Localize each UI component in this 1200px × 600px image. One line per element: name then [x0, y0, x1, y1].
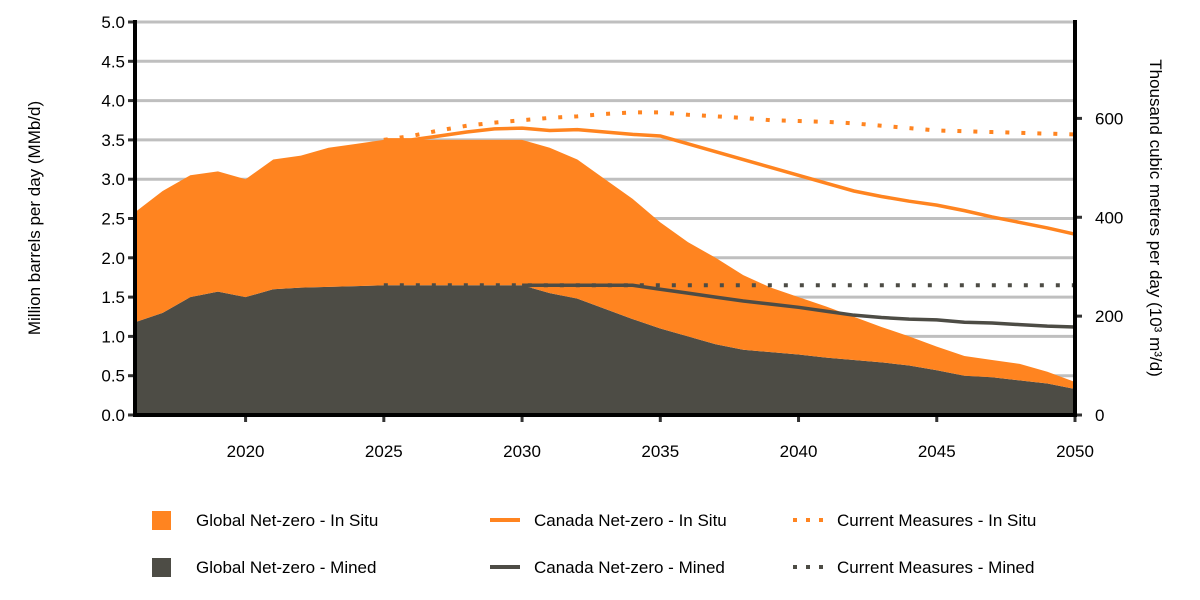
y-tick-label: 2.5 [101, 210, 125, 229]
y-tick-label: 3.0 [101, 170, 125, 189]
y-tick-label: 4.0 [101, 92, 125, 111]
y-tick-label: 3.5 [101, 131, 125, 150]
x-tick-label: 2025 [365, 442, 403, 461]
areas [135, 139, 1075, 415]
legend-label: Current Measures - In Situ [837, 511, 1036, 530]
y-right-tick-label: 200 [1095, 307, 1123, 326]
lines [383, 110, 1076, 329]
x-tick-label: 2020 [227, 442, 265, 461]
legend-label: Global Net-zero - In Situ [196, 511, 378, 530]
x-tick-label: 2045 [918, 442, 956, 461]
y-tick-label: 4.5 [101, 52, 125, 71]
x-tick-label: 2040 [780, 442, 818, 461]
x-tick-label: 2035 [641, 442, 679, 461]
line-current-measures-in-situ [383, 110, 1076, 142]
legend: Global Net-zero - In Situ Canada Net-zero… [152, 511, 1036, 577]
legend-swatch [152, 511, 171, 530]
legend-label: Canada Net-zero - In Situ [534, 511, 727, 530]
y-right-tick-label: 0 [1095, 406, 1104, 425]
legend-swatch [152, 558, 171, 577]
y-tick-label: 1.0 [101, 327, 125, 346]
y-right-tick-label: 400 [1095, 208, 1123, 227]
x-tick-label: 2030 [503, 442, 541, 461]
y-right-tick-label: 600 [1095, 109, 1123, 128]
y-tick-label: 0.5 [101, 367, 125, 386]
legend-label: Canada Net-zero - Mined [534, 558, 725, 577]
y-axis-label-left: Million barrels per day (MMb/d) [25, 101, 44, 335]
line-canada-net-zero-mined [522, 283, 1076, 329]
legend-label: Global Net-zero - Mined [196, 558, 376, 577]
axes: 0.0 0.5 1.0 1.5 2.0 2.5 3.0 3.5 4.0 4.5 5.0 0 200 400… [101, 13, 1123, 461]
y-axis-label-right: Thousand cubic metres per day (10³ m³/d) [1146, 59, 1165, 376]
y-tick-label: 2.0 [101, 249, 125, 268]
x-tick-label: 2050 [1056, 442, 1094, 461]
area-global-net-zero-mined [135, 285, 1075, 415]
legend-label: Current Measures - Mined [837, 558, 1034, 577]
line-canada-net-zero-in-situ [383, 126, 1076, 236]
y-tick-label: 0.0 [101, 406, 125, 425]
y-tick-label: 1.5 [101, 288, 125, 307]
y-tick-label: 5.0 [101, 13, 125, 32]
area-global-net-zero-in-situ [135, 139, 1075, 390]
